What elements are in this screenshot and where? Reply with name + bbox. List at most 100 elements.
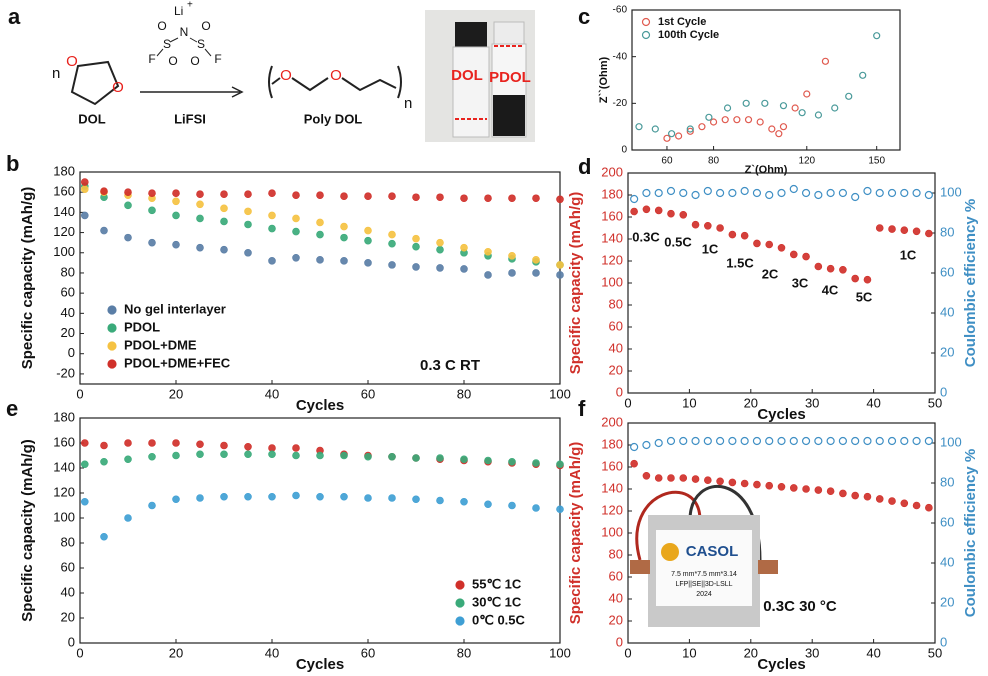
legend-marker [107, 305, 117, 315]
vials-photo: DOL PDOL [425, 10, 535, 142]
point [777, 244, 786, 252]
point [679, 474, 688, 482]
point [412, 263, 420, 271]
point [768, 125, 776, 133]
point [292, 444, 300, 452]
y2-tick-label: 0 [940, 634, 947, 649]
annotation: 0.3 C RT [420, 357, 480, 374]
x-tick-label: 0 [76, 386, 83, 401]
legend-label: PDOL+DME [124, 337, 197, 352]
y-tick-label: -60 [613, 5, 628, 16]
point [791, 104, 799, 112]
point [484, 194, 492, 203]
y-tick-label: 120 [601, 252, 623, 267]
y2-tick-label: 60 [940, 264, 954, 279]
point [801, 188, 811, 198]
x-tick-label: 40 [866, 645, 880, 660]
point [703, 186, 712, 196]
point [196, 450, 204, 459]
point [814, 262, 823, 271]
wire [635, 490, 702, 561]
point [220, 450, 228, 459]
point [691, 220, 700, 229]
point [779, 102, 788, 110]
y2-tick-label: 40 [940, 554, 954, 569]
point [412, 454, 420, 462]
point [863, 275, 872, 284]
point [124, 201, 132, 210]
y-tick-label: 40 [61, 584, 75, 599]
point [777, 188, 786, 198]
point [412, 193, 420, 202]
point [196, 200, 204, 209]
point [364, 452, 372, 461]
point [340, 492, 348, 501]
point [900, 188, 909, 198]
point [826, 436, 835, 446]
rate-label: 3C [792, 275, 809, 290]
point [924, 190, 933, 200]
x-tick-label: 10 [682, 395, 696, 410]
point [244, 442, 252, 451]
atom: S [197, 37, 205, 51]
x-tick-label: 0 [76, 645, 83, 660]
point [775, 130, 783, 138]
point [364, 226, 372, 235]
y-tick-label: 80 [61, 534, 75, 549]
y-tick-label: 200 [601, 164, 623, 179]
point [691, 436, 700, 446]
point [752, 188, 762, 198]
chart: c 60 80 120 150 -60 -40 -20 0 Z`(Ohm) Z``(Ohm) 1st … [578, 4, 901, 176]
point [556, 505, 564, 514]
y2-axis-label: Coulombic efficiency % [962, 199, 979, 367]
legend-label: 55℃ 1C [472, 576, 522, 591]
point [532, 256, 540, 264]
point [556, 261, 564, 269]
point [863, 436, 872, 446]
point [789, 184, 798, 194]
atom: O [330, 67, 342, 84]
tab [630, 560, 650, 574]
y-axis-label: Specific capacity (mAh/g) [567, 192, 584, 375]
y-tick-label: 60 [61, 559, 75, 574]
point [508, 194, 516, 203]
y-tick-label: -20 [56, 365, 75, 380]
point [220, 217, 228, 226]
point [364, 192, 372, 201]
point [667, 209, 675, 218]
plot-frame [631, 9, 901, 151]
rate-label: 4C [822, 282, 839, 297]
point [925, 503, 933, 512]
point [851, 192, 860, 202]
point [460, 243, 468, 252]
y-tick-label: 180 [601, 186, 623, 201]
brand: CASOL [686, 543, 739, 560]
point [196, 440, 204, 449]
point [802, 252, 810, 261]
point [900, 226, 909, 234]
point [912, 227, 921, 236]
x-axis-label: Cycles [757, 656, 805, 673]
x-tick-label: 40 [265, 645, 279, 660]
point [364, 494, 372, 502]
point [704, 222, 712, 230]
point [888, 497, 896, 505]
y-axis-label: Z``(Ohm) [598, 56, 610, 103]
chart: b0 20 40 60 80 100-20020406080100120140160180… [6, 151, 571, 414]
point [666, 436, 676, 446]
y-tick-label: 180 [53, 163, 75, 178]
point [81, 178, 89, 186]
point [740, 436, 749, 446]
point [292, 214, 300, 223]
point [292, 227, 300, 236]
point [654, 438, 663, 448]
ring [70, 60, 120, 106]
atom: O [201, 19, 210, 33]
point [484, 271, 492, 279]
label-card [656, 530, 752, 606]
y-tick-label: 0 [68, 345, 75, 360]
point [81, 211, 89, 220]
point [875, 224, 884, 232]
point [340, 257, 348, 265]
point [124, 233, 132, 242]
